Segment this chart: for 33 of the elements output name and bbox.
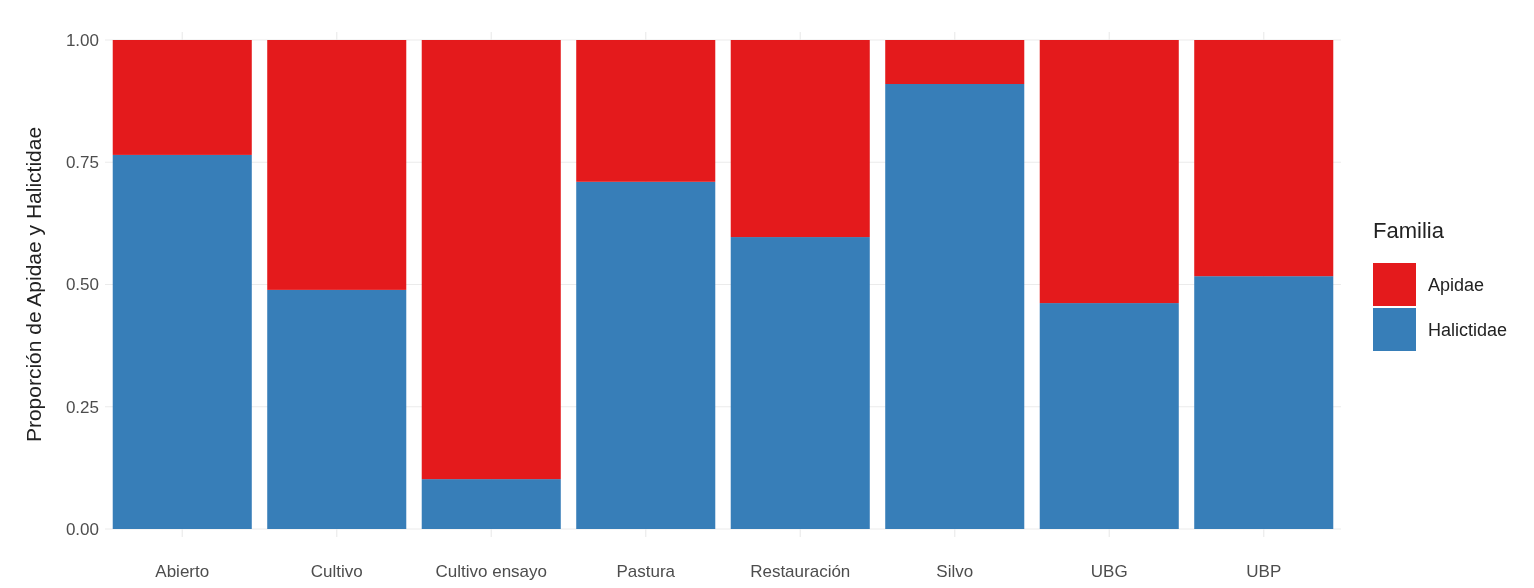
bar [267, 40, 407, 290]
bar [421, 40, 561, 480]
x-tick-label: Abierto [155, 562, 210, 581]
bar [576, 40, 716, 182]
y-tick-label: 0.25 [65, 397, 99, 417]
y-tick-label: 0.50 [65, 275, 99, 295]
bar [112, 40, 252, 155]
legend-label: Apidae [1428, 275, 1485, 296]
bar [1039, 40, 1179, 304]
bar [885, 84, 1025, 529]
x-tick-label: Cultivo ensayo [435, 562, 548, 581]
x-tick-label: UBP [1246, 562, 1282, 581]
bar [885, 40, 1025, 85]
bar [112, 154, 252, 529]
bar [1194, 40, 1334, 277]
bar [1039, 303, 1179, 529]
bar [421, 479, 561, 529]
y-tick-label: 0.00 [65, 519, 99, 539]
bar [576, 181, 716, 529]
x-tick-label: Pastura [616, 562, 676, 581]
bar [730, 40, 870, 238]
x-tick-label: Restauración [750, 562, 851, 581]
y-tick-label: 0.75 [65, 153, 99, 173]
legend-label: Halictidae [1428, 320, 1508, 341]
bar [1194, 276, 1334, 529]
x-tick-label: UBG [1090, 562, 1128, 581]
x-tick-label: Cultivo [310, 562, 363, 581]
y-axis-title: Proporción de Apidae y Halictidae [22, 126, 45, 443]
legend-title: Familia [1373, 218, 1445, 243]
x-tick-label: Silvo [936, 562, 974, 581]
y-tick-label: 1.00 [65, 30, 99, 50]
bar [267, 289, 407, 529]
bar [730, 237, 870, 529]
